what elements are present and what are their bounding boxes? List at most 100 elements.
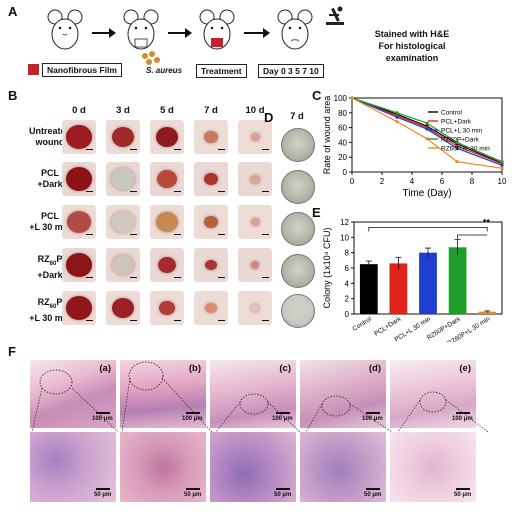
bacteria-label: S. aureus [146, 66, 183, 75]
photo-row-label: RZ60P +Dark [22, 254, 78, 281]
photo-column-label: 7 d [204, 105, 218, 116]
wound-photo [62, 248, 96, 282]
plot-frame [351, 97, 503, 173]
row-label-subscript: 60 [49, 260, 57, 267]
histology-panel-label: (b) [188, 363, 201, 374]
row-label-line-2: +Dark [37, 269, 63, 280]
wound-area [66, 253, 92, 277]
panel-e-label: E [312, 205, 321, 220]
wound-photo [194, 205, 228, 239]
histology-scale-label: 50 μm [454, 492, 472, 498]
panel-f-label: F [8, 344, 16, 359]
photo-scale-bar [262, 190, 269, 192]
histology-zoom-image: 50 μm [210, 432, 296, 502]
photo-scale-bar [262, 319, 269, 321]
data-point [500, 163, 504, 167]
x-tick-label: 4 [410, 177, 415, 186]
histology-overview-image: (b) 100 μm [120, 360, 206, 428]
wound-area [156, 127, 178, 147]
panel-a-label: A [8, 4, 18, 19]
wound-photo [62, 120, 96, 154]
legend-label: Control [441, 110, 463, 117]
histology-scale-bar [456, 412, 470, 414]
wound-area [157, 170, 177, 188]
wound-area [66, 125, 92, 149]
photo-scale-bar [86, 233, 93, 235]
histology-zoom-image: 50 μm [300, 432, 386, 502]
photo-scale-bar [218, 190, 225, 192]
stain-line-1: Stained with H&E [374, 29, 450, 39]
bacteria-plate [281, 294, 315, 328]
arrow-1 [92, 28, 116, 38]
photo-column-label: 5 d [160, 105, 174, 116]
bacteria-plate [281, 212, 315, 246]
photo-scale-bar [86, 190, 93, 192]
legend-label: RZ60P+Dark [441, 137, 479, 144]
bar [478, 311, 497, 314]
y-axis-label: Rate of wound area [322, 96, 332, 175]
wound-area [111, 211, 135, 233]
wound-area [204, 130, 218, 144]
wound-photo [238, 205, 272, 239]
y-tick-label: 0 [345, 310, 350, 319]
photo-row-label: Untreated wound [22, 126, 78, 148]
photo-scale-bar [174, 148, 181, 150]
wound-area [204, 172, 218, 186]
wound-area [205, 259, 217, 271]
wound-area [66, 296, 92, 320]
data-point [455, 160, 459, 164]
wound-photo [194, 120, 228, 154]
histology-overview-image: (d) 100 μm [300, 360, 386, 428]
photo-scale-bar [174, 276, 181, 278]
legend-label: RZ60P+L 30 min [441, 146, 490, 153]
y-tick-label: 6 [345, 264, 350, 273]
histology-zoom-image: 50 μm [30, 432, 116, 502]
row-label-line-2: +Dark [37, 179, 63, 189]
row-label-line-2: +L 30 min [29, 222, 71, 232]
row-label-line-1: RZ60P [37, 254, 63, 267]
row-label-line-1: Untreated [28, 126, 71, 136]
histology-scale-label: 50 μm [94, 492, 112, 498]
histology-zoom-image: 50 μm [390, 432, 476, 502]
data-point [500, 160, 504, 164]
y-tick-label: 8 [345, 249, 350, 258]
wound-area [158, 256, 176, 274]
x-tick-label: 10 [498, 177, 507, 186]
photo-column-label: 3 d [116, 105, 130, 116]
wound-photo [150, 162, 184, 196]
row-label-line-1: PCL [41, 211, 59, 221]
wound-photo [150, 291, 184, 325]
wound-area [112, 127, 134, 147]
histology-scale-bar [186, 412, 200, 414]
row-label-line-1: PCL [41, 168, 59, 178]
histology-panel-label: (d) [368, 363, 381, 374]
bar [419, 252, 437, 314]
wound-photo [150, 120, 184, 154]
significance-marker: ** [483, 217, 491, 227]
x-tick-label: 6 [440, 177, 445, 186]
wound-photo [238, 120, 272, 154]
mouse-illustration-4 [277, 9, 313, 50]
photo-scale-bar [86, 319, 93, 321]
bar [448, 247, 467, 314]
histology-panel-label: (a) [99, 363, 111, 374]
histology-scale-label: 50 μm [184, 492, 202, 498]
arrow-3 [244, 28, 270, 38]
histology-panel-label: (e) [459, 363, 471, 374]
bacteria-icon [142, 51, 160, 65]
photo-scale-bar [262, 276, 269, 278]
histology-overview-image: (c) 100 μm [210, 360, 296, 428]
y-tick-label: 10 [340, 233, 349, 242]
legend-label: PCL+Dark [441, 119, 472, 126]
panel-d-label: D [264, 110, 274, 125]
data-point [500, 166, 504, 170]
photo-scale-bar [130, 276, 137, 278]
wound-photo [238, 248, 272, 282]
y-axis-label: Colony (1x10⁴ CFU) [322, 228, 332, 309]
wound-area-line-chart: 0 20 40 60 80 100 0 2 4 6 8 10 Time (Day) Rate of wou… [322, 94, 507, 199]
histology-scale-bar [96, 488, 110, 490]
plates-column-label: 7 d [290, 111, 304, 122]
days-label: Day 0 3 5 7 10 [258, 64, 324, 78]
data-point [425, 137, 429, 141]
data-point [395, 120, 399, 124]
